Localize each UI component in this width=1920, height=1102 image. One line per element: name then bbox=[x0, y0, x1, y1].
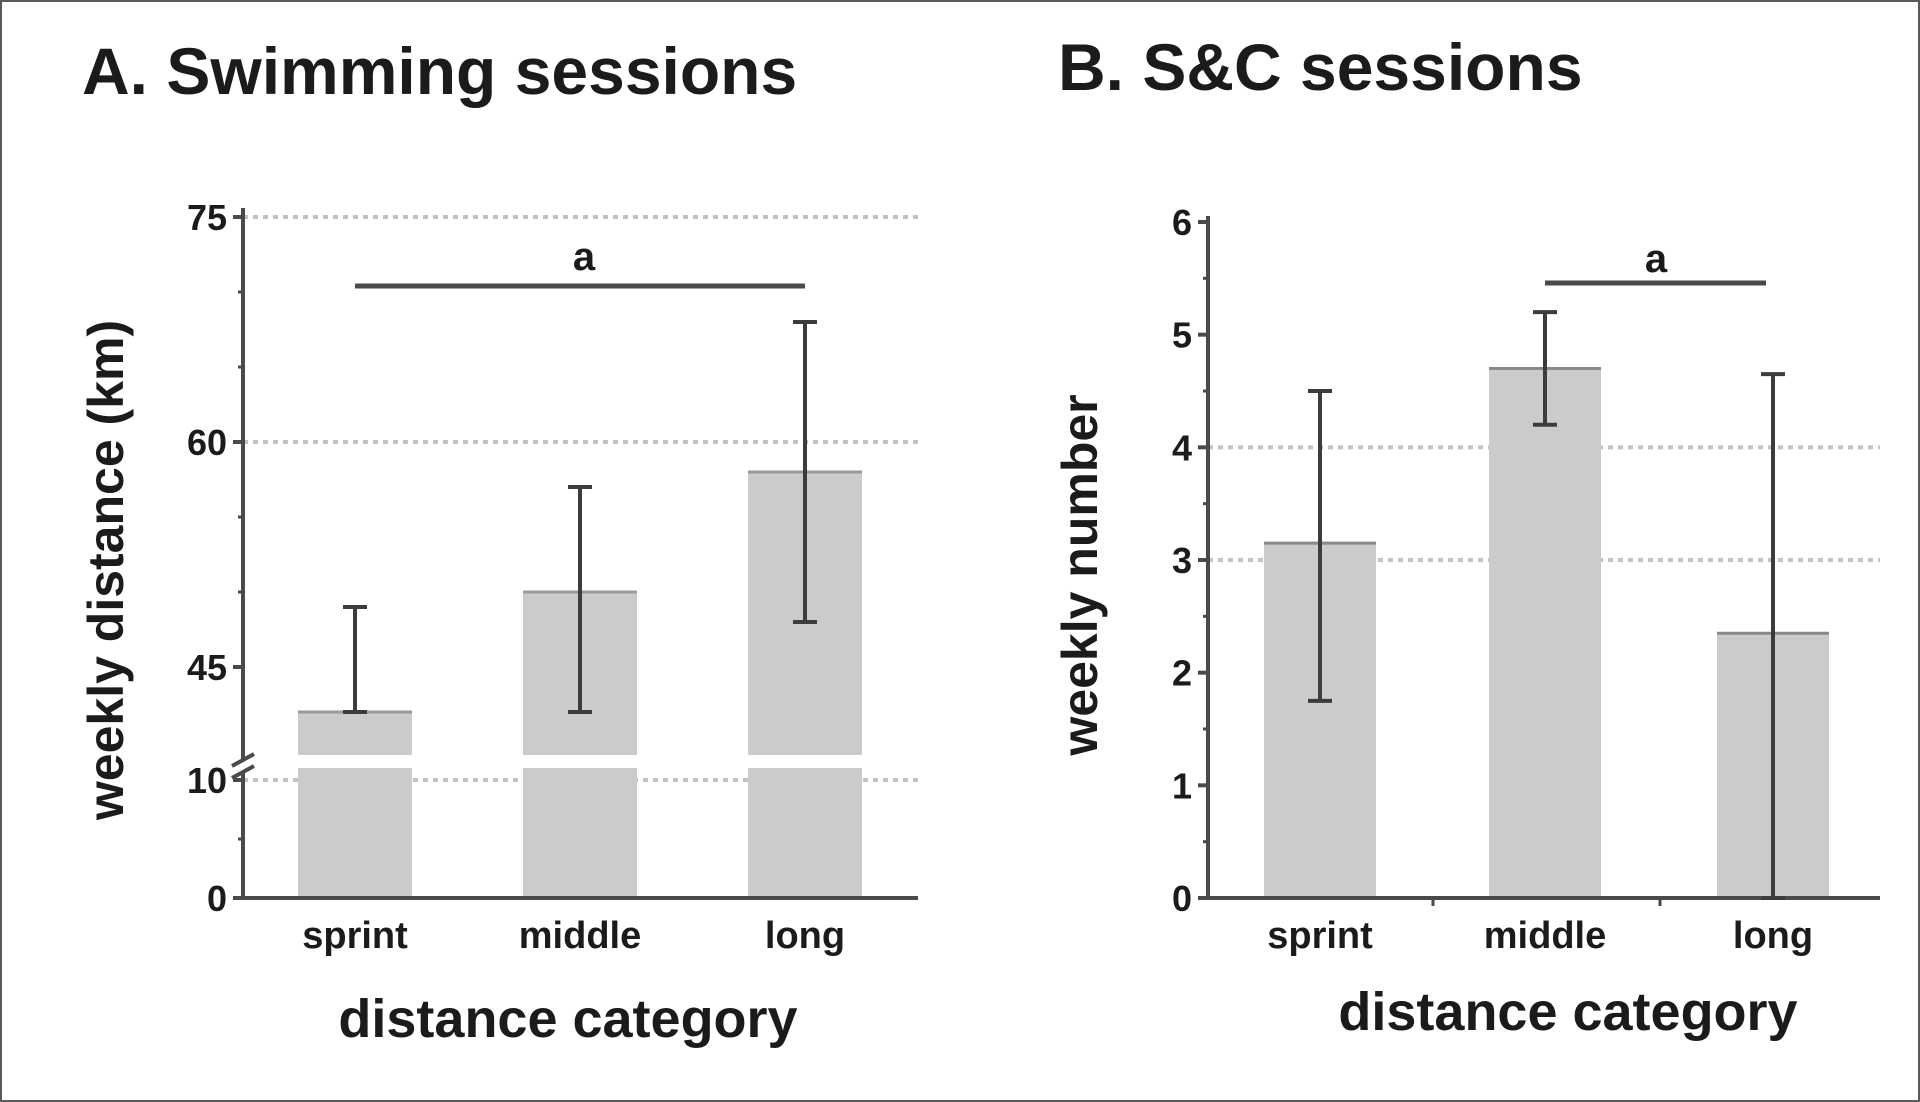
panel-a-xlabel: distance category bbox=[338, 989, 797, 1049]
panel-b-xlabel: distance category bbox=[1338, 982, 1797, 1042]
panel-b-ylabel: weekly number bbox=[1052, 394, 1108, 756]
panel-b-x-tick-labels: sprint middle long bbox=[1267, 915, 1813, 957]
panel-b-y-tick-label: 0 bbox=[1172, 878, 1192, 919]
panel-b-y-tick-label: 2 bbox=[1172, 653, 1192, 694]
panel-b-error-bars bbox=[1308, 310, 1785, 900]
panel-b-bar-middle bbox=[1489, 368, 1601, 898]
panel-b-y-tick-label: 1 bbox=[1172, 765, 1192, 806]
panel-b-x-tick-label-middle: middle bbox=[1484, 915, 1606, 957]
panel-b-x-tick-label-long: long bbox=[1733, 915, 1813, 957]
panel-a-significance: a bbox=[355, 235, 805, 289]
panel-a-bar-sprint bbox=[298, 712, 412, 755]
panel-a-error-bars bbox=[343, 320, 817, 714]
panel-a-significance-label: a bbox=[573, 235, 596, 279]
panel-a-x-tick-labels: sprint middle long bbox=[302, 915, 845, 957]
panel-b-sc-sessions: B. S&C sessions weekly number distance c… bbox=[1052, 30, 1880, 1042]
panel-b-significance-label: a bbox=[1645, 237, 1668, 281]
panel-b-title: B. S&C sessions bbox=[1058, 30, 1583, 104]
panel-a-swimming-sessions: A. Swimming sessions weekly distance (km… bbox=[78, 34, 918, 1049]
panel-a-x-tick-label-sprint: sprint bbox=[302, 915, 408, 957]
panel-a-x-tick-label-long: long bbox=[765, 915, 845, 957]
panel-a-y-tick-label: 10 bbox=[187, 760, 227, 801]
panel-a-y-tick-label: 0 bbox=[207, 878, 227, 919]
panel-b-y-tick-label: 5 bbox=[1172, 315, 1192, 356]
panel-a-bar-middle-lower bbox=[523, 768, 637, 898]
panel-a-title: A. Swimming sessions bbox=[82, 34, 797, 108]
panel-a-y-tick-label: 75 bbox=[187, 197, 227, 238]
panel-b-y-tick-label: 4 bbox=[1172, 427, 1192, 468]
panel-b-significance: a bbox=[1545, 237, 1766, 286]
panel-a-y-tick-label: 60 bbox=[187, 422, 227, 463]
panel-b-y-tick-label: 6 bbox=[1172, 202, 1192, 243]
panel-b-y-tick-label: 3 bbox=[1172, 540, 1192, 581]
panel-a-axis-break-mark bbox=[231, 752, 255, 768]
panel-a-bar-sprint-lower bbox=[298, 768, 412, 898]
panel-a-bar-long-lower bbox=[748, 768, 862, 898]
panel-b-x-tick-label-sprint: sprint bbox=[1267, 915, 1373, 957]
panel-a-ylabel: weekly distance (km) bbox=[78, 320, 134, 821]
panel-a-axis-break-mark bbox=[231, 764, 255, 780]
panel-a-x-tick-label-middle: middle bbox=[519, 915, 641, 957]
panel-a-y-tick-label: 45 bbox=[187, 647, 227, 688]
panel-a-y-axis: 45 60 75 0 10 bbox=[187, 197, 918, 919]
